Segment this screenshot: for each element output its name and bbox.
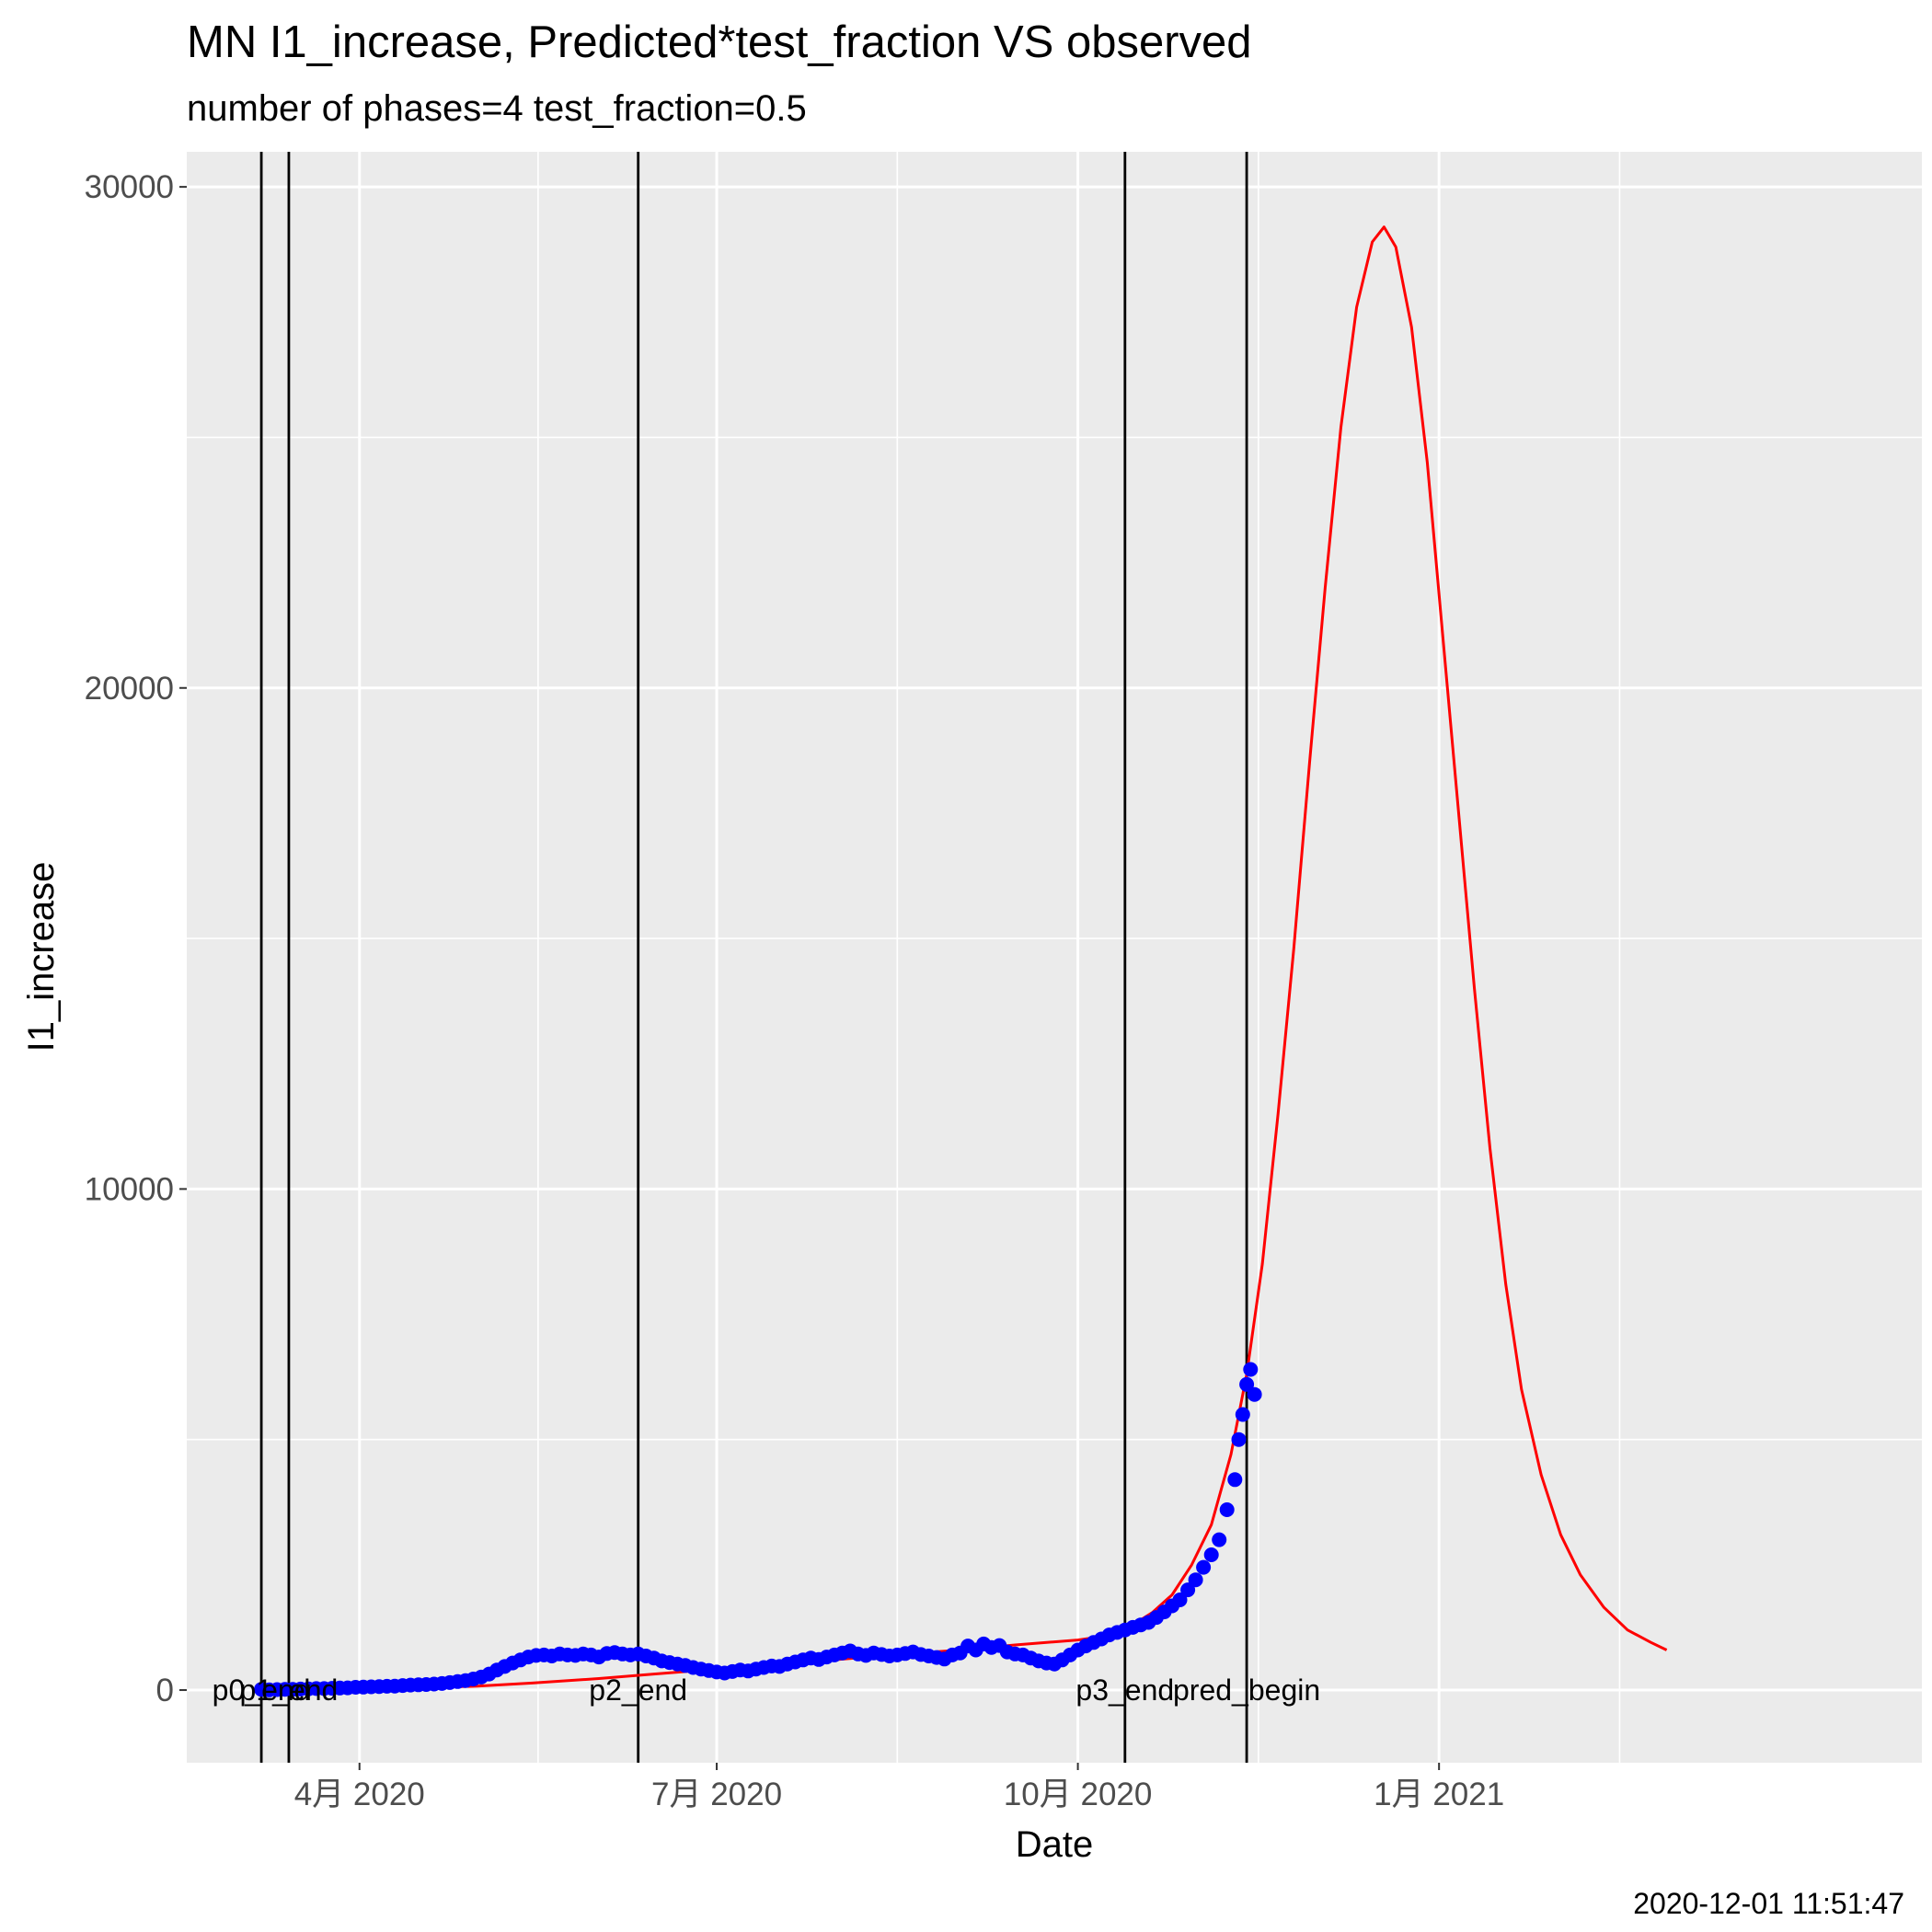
x-tick-label: 4月 2020 <box>294 1777 425 1812</box>
observed-point <box>1212 1532 1227 1547</box>
observed-point <box>1231 1432 1247 1447</box>
y-tick-label: 20000 <box>85 671 174 707</box>
x-axis-title: Date <box>1016 1824 1094 1865</box>
phase-label-p3_end: p3_end <box>1075 1673 1174 1707</box>
observed-point <box>1219 1502 1235 1517</box>
observed-point <box>1172 1593 1188 1607</box>
y-tick-label: 10000 <box>85 1171 174 1207</box>
phase-label-p1_end: p1_end <box>240 1673 339 1707</box>
chart-caption: 2020-12-01 11:51:47 <box>1633 1887 1904 1920</box>
observed-point <box>1243 1362 1259 1377</box>
y-axis-title: I1_increase <box>21 862 62 1052</box>
observed-point <box>1180 1582 1196 1598</box>
observed-point <box>1247 1386 1262 1402</box>
chart-title: MN I1_increase, Predicted*test_fraction … <box>187 17 1252 67</box>
observed-point <box>1235 1407 1250 1422</box>
phase-label-pred_begin: pred_begin <box>1173 1673 1320 1707</box>
observed-point <box>1196 1559 1212 1575</box>
y-tick-label: 30000 <box>85 169 174 205</box>
axes: 0 10000 20000 30000 4月 2020 7月 2020 10月 2020 1月… <box>85 169 1505 1812</box>
phase-lines <box>259 152 1248 1763</box>
observed-series <box>254 1362 1262 1697</box>
gridlines <box>187 152 1922 1763</box>
x-tick-label: 10月 2020 <box>1004 1777 1153 1812</box>
observed-point <box>1239 1376 1255 1392</box>
chart-subtitle: number of phases=4 test_fraction=0.5 <box>187 88 807 129</box>
observed-point <box>1203 1547 1219 1562</box>
observed-point <box>1188 1572 1203 1588</box>
y-tick-label: 0 <box>156 1673 174 1708</box>
plot-panel <box>187 152 1922 1763</box>
observed-point <box>1227 1472 1243 1488</box>
x-tick-label: 7月 2020 <box>651 1777 782 1812</box>
phase-label-p2_end: p2_end <box>589 1673 687 1707</box>
x-tick-label: 1月 2021 <box>1374 1777 1504 1812</box>
phase-label-p0_end: p0_end <box>213 1673 311 1707</box>
